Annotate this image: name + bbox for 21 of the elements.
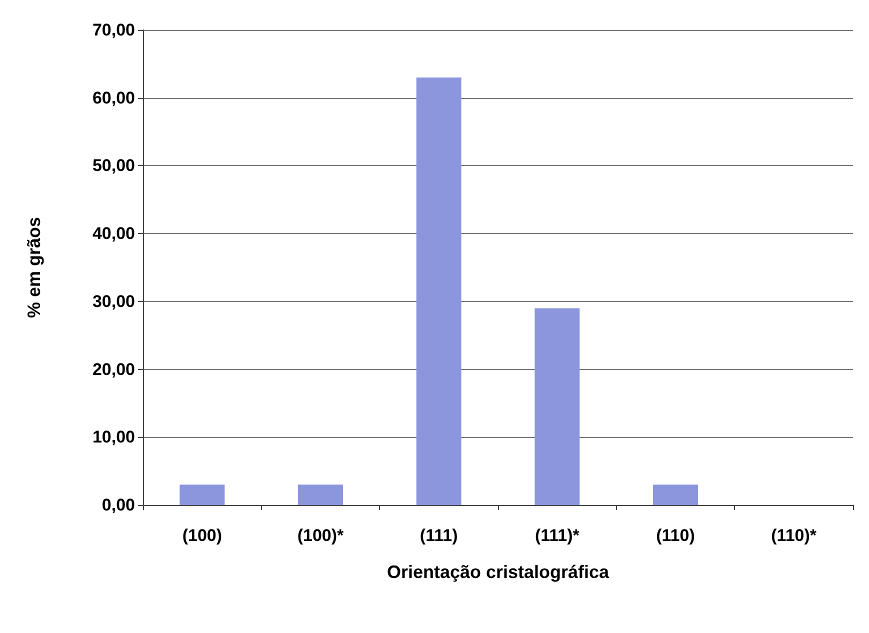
- x-tick-label: (100): [182, 526, 222, 545]
- x-tick-label: (110): [656, 526, 695, 545]
- y-tick-label: 20,00: [92, 360, 135, 379]
- y-tick-label: 70,00: [92, 20, 135, 40]
- x-tick-label: (110)*: [771, 526, 817, 545]
- y-tick-label: 10,00: [92, 428, 135, 447]
- x-tick-label: (100)*: [297, 526, 344, 545]
- x-tick-label: (111): [420, 526, 458, 545]
- y-tick-label: 0,00: [102, 496, 135, 514]
- bar: [180, 484, 225, 505]
- y-tick-label: 40,00: [92, 224, 135, 244]
- bar: [416, 78, 462, 505]
- bar: [298, 484, 343, 505]
- y-tick-label: 50,00: [92, 156, 135, 176]
- y-axis-title: % em grãos: [24, 216, 44, 318]
- bar: [653, 484, 698, 505]
- y-tick-label: 30,00: [92, 292, 135, 311]
- bar: [534, 308, 580, 505]
- x-tick-label: (111)*: [534, 526, 580, 545]
- x-axis-title: Orientação cristalográfica: [386, 562, 610, 582]
- y-tick-label: 60,00: [92, 88, 135, 108]
